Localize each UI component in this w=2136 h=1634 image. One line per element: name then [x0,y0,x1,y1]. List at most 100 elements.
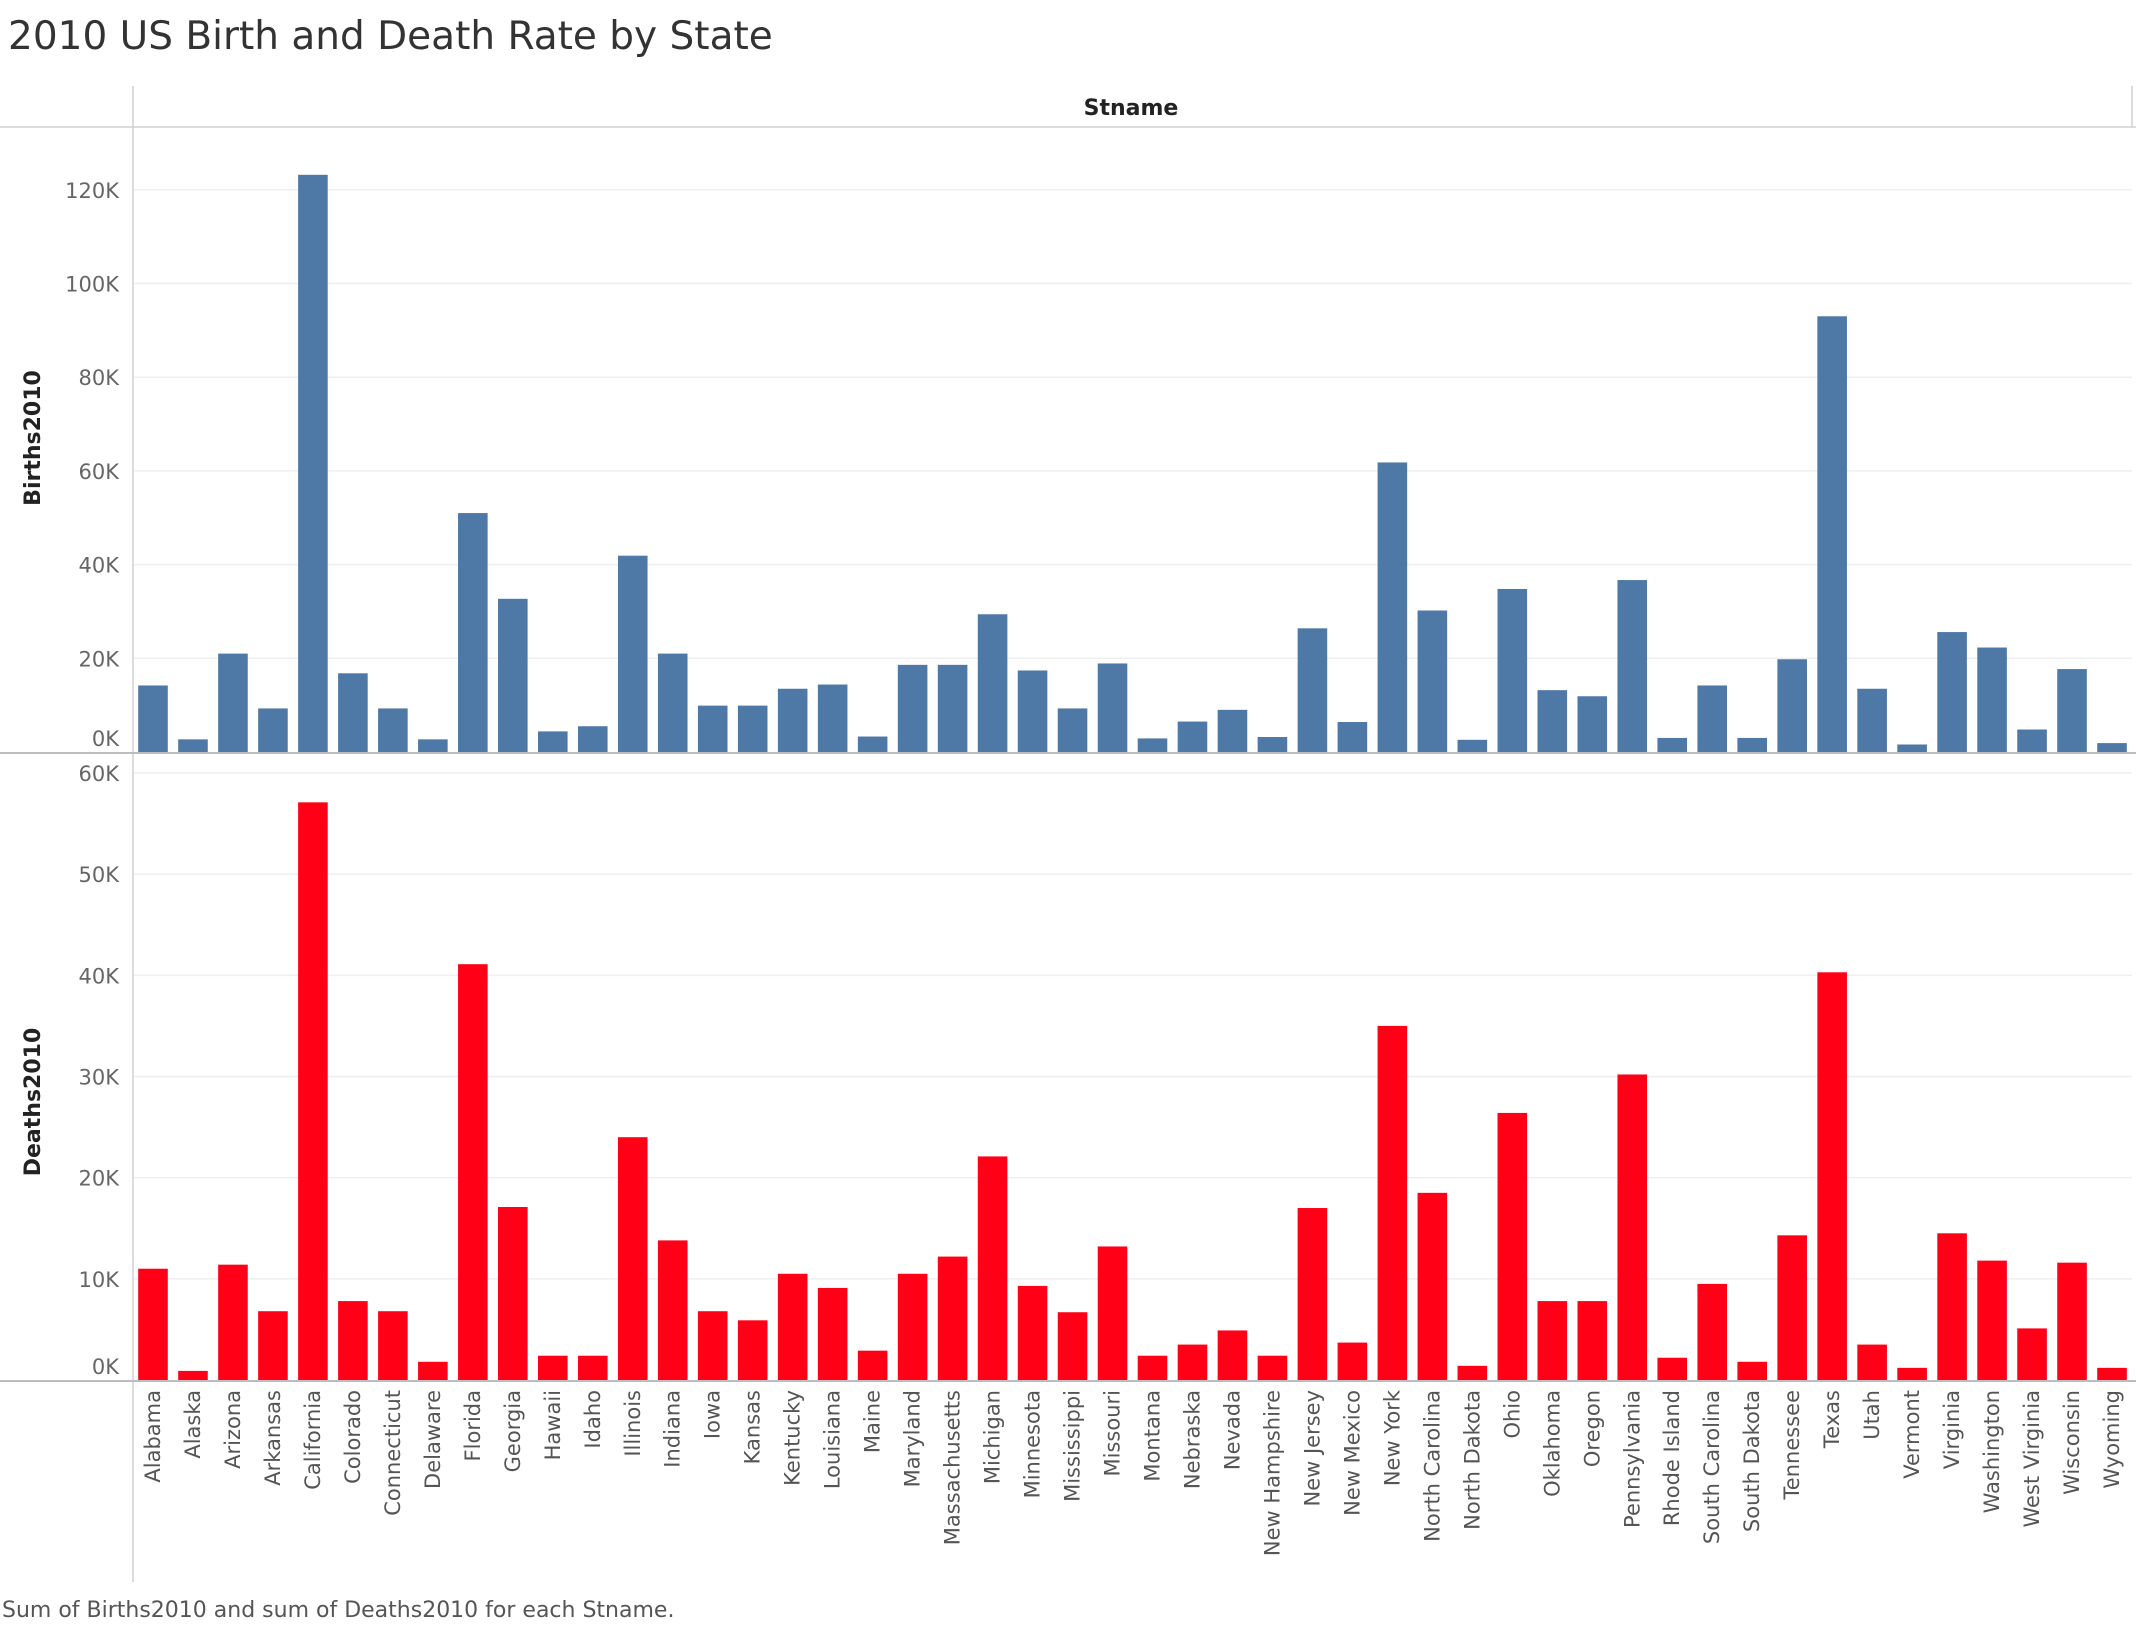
deaths-bar-missouri[interactable] [1097,1246,1128,1380]
births-bar-indiana[interactable] [657,653,688,752]
deaths-bar-texas[interactable] [1817,972,1847,1380]
deaths-bar-kansas[interactable] [737,1320,768,1380]
deaths-bar-alabama[interactable] [138,1268,168,1380]
deaths-bar-utah[interactable] [1857,1344,1887,1380]
deaths-bar-minnesota[interactable] [1017,1285,1048,1380]
births-bar-missouri[interactable] [1097,663,1128,752]
deaths-bar-montana[interactable] [1137,1355,1168,1380]
births-bar-pennsylvania[interactable] [1617,580,1648,752]
deaths-bar-washington[interactable] [1977,1260,2007,1380]
deaths-bar-florida[interactable] [458,964,488,1380]
deaths-bar-tennessee[interactable] [1777,1235,1807,1380]
births-bar-mississippi[interactable] [1057,708,1088,752]
births-bar-wisconsin[interactable] [2057,669,2087,752]
births-bar-maine[interactable] [857,736,888,752]
births-bar-oklahoma[interactable] [1537,690,1568,752]
births-bar-idaho[interactable] [577,726,608,752]
births-bar-kentucky[interactable] [777,688,808,752]
births-bar-ohio[interactable] [1497,588,1528,752]
deaths-bar-north-dakota[interactable] [1457,1365,1488,1380]
births-bar-minnesota[interactable] [1017,670,1048,752]
deaths-bar-massachusetts[interactable] [937,1256,968,1380]
births-bar-north-carolina[interactable] [1417,610,1448,752]
births-bar-nebraska[interactable] [1177,721,1208,752]
births-bar-florida[interactable] [458,513,488,752]
births-bar-virginia[interactable] [1937,632,1967,752]
births-bar-new-jersey[interactable] [1297,628,1328,752]
births-bar-kansas[interactable] [737,705,768,752]
deaths-bar-maryland[interactable] [897,1273,928,1380]
deaths-bar-new-mexico[interactable] [1337,1342,1368,1380]
births-bar-california[interactable] [298,174,328,753]
births-bar-north-dakota[interactable] [1457,739,1488,752]
births-bar-new-hampshire[interactable] [1257,737,1288,752]
births-bar-michigan[interactable] [977,614,1008,752]
births-bar-hawaii[interactable] [538,731,568,752]
deaths-bar-michigan[interactable] [977,1156,1008,1380]
deaths-bar-kentucky[interactable] [777,1273,808,1380]
births-bar-massachusetts[interactable] [937,664,968,752]
deaths-bar-nebraska[interactable] [1177,1344,1208,1380]
births-bar-oregon[interactable] [1577,696,1608,752]
deaths-bar-vermont[interactable] [1897,1367,1927,1380]
deaths-bar-arkansas[interactable] [258,1311,288,1380]
deaths-bar-illinois[interactable] [617,1137,648,1380]
deaths-bar-mississippi[interactable] [1057,1312,1088,1380]
deaths-bar-new-york[interactable] [1377,1025,1408,1380]
deaths-bar-connecticut[interactable] [378,1311,408,1380]
births-bar-montana[interactable] [1137,738,1168,752]
deaths-bar-south-carolina[interactable] [1697,1283,1728,1380]
deaths-bar-oregon[interactable] [1577,1301,1608,1380]
deaths-bar-georgia[interactable] [498,1207,528,1380]
deaths-bar-nevada[interactable] [1217,1330,1248,1380]
deaths-bar-wisconsin[interactable] [2057,1262,2087,1380]
births-bar-maryland[interactable] [897,664,928,752]
births-bar-illinois[interactable] [617,555,648,752]
births-bar-washington[interactable] [1977,647,2007,752]
births-bar-alaska[interactable] [178,739,208,752]
deaths-bar-hawaii[interactable] [538,1355,568,1380]
deaths-bar-rhode-island[interactable] [1657,1357,1688,1380]
deaths-bar-new-hampshire[interactable] [1257,1355,1288,1380]
births-bar-tennessee[interactable] [1777,659,1807,752]
births-bar-arkansas[interactable] [258,708,288,752]
births-bar-delaware[interactable] [418,739,448,752]
births-bar-alabama[interactable] [138,685,168,752]
deaths-bar-alaska[interactable] [178,1370,208,1380]
births-bar-georgia[interactable] [498,598,528,752]
deaths-bar-arizona[interactable] [218,1264,248,1380]
deaths-bar-iowa[interactable] [697,1311,728,1380]
deaths-bar-virginia[interactable] [1937,1233,1967,1380]
births-bar-arizona[interactable] [218,653,248,752]
births-bar-louisiana[interactable] [817,684,848,752]
births-bar-iowa[interactable] [697,705,728,752]
deaths-bar-pennsylvania[interactable] [1617,1074,1648,1380]
deaths-bar-ohio[interactable] [1497,1112,1528,1380]
births-bar-south-carolina[interactable] [1697,685,1728,752]
deaths-bar-california[interactable] [298,802,328,1380]
births-bar-south-dakota[interactable] [1737,737,1767,752]
births-bar-rhode-island[interactable] [1657,737,1688,752]
births-bar-colorado[interactable] [338,673,368,752]
births-bar-utah[interactable] [1857,688,1887,752]
deaths-bar-new-jersey[interactable] [1297,1208,1328,1380]
deaths-bar-colorado[interactable] [338,1301,368,1380]
births-bar-new-mexico[interactable] [1337,722,1368,752]
deaths-bar-indiana[interactable] [657,1240,688,1380]
births-bar-connecticut[interactable] [378,708,408,752]
deaths-bar-maine[interactable] [857,1350,888,1380]
deaths-bar-louisiana[interactable] [817,1287,848,1380]
deaths-bar-west-virginia[interactable] [2017,1328,2047,1380]
births-bar-vermont[interactable] [1897,744,1927,753]
births-bar-nevada[interactable] [1217,709,1248,752]
births-bar-west-virginia[interactable] [2017,729,2047,752]
deaths-bar-wyoming[interactable] [2097,1367,2127,1380]
deaths-bar-delaware[interactable] [418,1361,448,1380]
deaths-bar-idaho[interactable] [577,1355,608,1380]
deaths-bar-north-carolina[interactable] [1417,1192,1448,1380]
deaths-bar-south-dakota[interactable] [1737,1361,1767,1380]
births-bar-new-york[interactable] [1377,462,1408,752]
deaths-bar-oklahoma[interactable] [1537,1301,1568,1380]
births-bar-texas[interactable] [1817,316,1847,752]
births-bar-wyoming[interactable] [2097,743,2127,752]
